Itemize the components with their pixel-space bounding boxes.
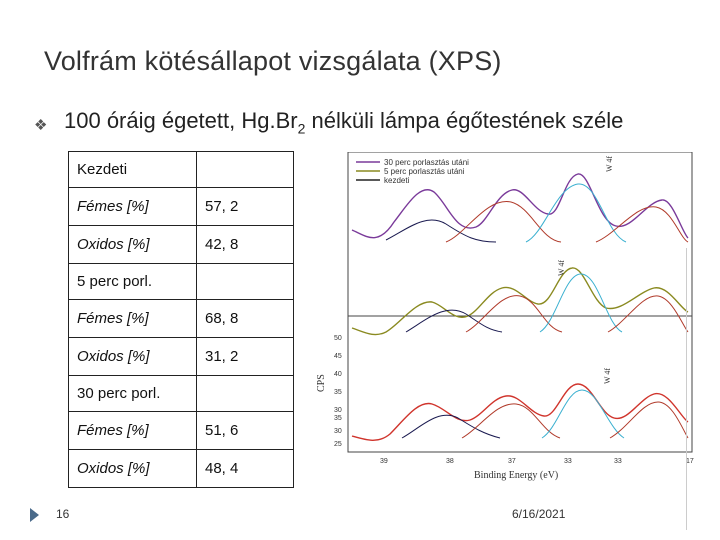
spectrum-middle: W 4f xyxy=(351,260,689,336)
fit-component-mid-1 xyxy=(405,309,503,333)
legend: 30 perc porlasztás utáni 5 perc porlaszt… xyxy=(356,158,469,185)
row-label: Oxidos [%] xyxy=(68,449,197,488)
section-header-row: Kezdeti xyxy=(68,151,294,188)
bullet-icon: ❖ xyxy=(34,117,48,134)
fit-component-top-4 xyxy=(595,206,689,243)
bullet-text-prefix: 100 óráig égetett, Hg.Br xyxy=(64,108,298,133)
y-tick-label: 35 xyxy=(334,389,342,396)
page-number: 16 xyxy=(56,507,70,521)
y-axis-label: CPS xyxy=(316,374,327,392)
y-tick-label: 50 xyxy=(334,335,342,342)
section-heading-blank xyxy=(196,151,294,188)
fit-component-mid-3 xyxy=(539,273,623,333)
peak-label-top: W 4f xyxy=(605,156,614,172)
peak-label-middle: W 4f xyxy=(557,260,566,276)
row-label: Fémes [%] xyxy=(68,299,197,338)
peak-label-bottom: W 4f xyxy=(603,368,612,384)
right-edge-rule xyxy=(686,248,687,530)
section-heading: 5 perc porl. xyxy=(68,263,197,300)
y-tick-label: 30 xyxy=(334,407,342,414)
slide-date: 6/16/2021 xyxy=(512,507,566,521)
x-tick-labels: 39 38 37 33 33 17 xyxy=(380,458,694,465)
fit-component-bot-3 xyxy=(541,389,625,439)
y-tick-labels-middle: 50 45 40 35 30 xyxy=(334,335,342,414)
y-tick-label: 25 xyxy=(334,441,342,448)
bullet-text-subscript: 2 xyxy=(297,120,306,137)
row-value: 57, 2 xyxy=(196,187,294,226)
legend-label-initial: kezdeti xyxy=(384,176,410,185)
x-axis-label: Binding Energy (eV) xyxy=(474,470,558,481)
x-tick-label: 39 xyxy=(380,458,388,465)
table-row: Fémes [%] 57, 2 xyxy=(68,187,294,226)
y-tick-label: 40 xyxy=(334,371,342,378)
row-value: 51, 6 xyxy=(196,411,294,450)
section-heading: Kezdeti xyxy=(68,151,197,188)
row-value: 68, 8 xyxy=(196,299,294,338)
row-label: Fémes [%] xyxy=(68,411,197,450)
x-tick-label: 17 xyxy=(686,458,694,465)
spectrum-bottom: W 4f xyxy=(351,368,689,441)
row-value: 42, 8 xyxy=(196,225,294,264)
footer-arrow-icon xyxy=(30,508,39,522)
fit-component-top-2 xyxy=(445,201,562,243)
bullet-text: 100 óráig égetett, Hg.Br2 nélküli lámpa … xyxy=(64,108,623,136)
bullet-text-suffix: nélküli lámpa égőtestének széle xyxy=(305,108,624,133)
fit-component-mid-2 xyxy=(465,295,563,333)
fit-component-mid-4 xyxy=(607,295,689,333)
x-tick-label: 33 xyxy=(614,458,622,465)
fit-component-bot-4 xyxy=(609,401,689,439)
row-value: 31, 2 xyxy=(196,337,294,376)
slide-title: Volfrám kötésállapot vizsgálata (XPS) xyxy=(44,46,502,76)
section-header-row: 5 perc porl. xyxy=(68,263,294,300)
section-heading-blank xyxy=(196,375,294,412)
table-row: Oxidos [%] 48, 4 xyxy=(68,449,294,488)
xps-spectrum-figure: 30 perc porlasztás utáni 5 perc porlaszt… xyxy=(316,152,694,481)
fit-component-top-1 xyxy=(385,219,497,243)
x-tick-label: 38 xyxy=(446,458,454,465)
data-trace-middle xyxy=(351,267,689,336)
row-label: Fémes [%] xyxy=(68,187,197,226)
table-row: Fémes [%] 51, 6 xyxy=(68,411,294,450)
data-trace-bottom xyxy=(351,383,689,441)
section-header-row: 30 perc porl. xyxy=(68,375,294,412)
table-row: Oxidos [%] 42, 8 xyxy=(68,225,294,264)
fit-component-top-3 xyxy=(525,183,627,243)
y-tick-label: 45 xyxy=(334,353,342,360)
table-row: Fémes [%] 68, 8 xyxy=(68,299,294,338)
lower-panel-frame xyxy=(347,315,693,453)
row-value: 48, 4 xyxy=(196,449,294,488)
x-tick-label: 37 xyxy=(508,458,516,465)
spectrum-top: W 4f xyxy=(351,156,689,243)
y-tick-label: 35 xyxy=(334,415,342,422)
row-label: Oxidos [%] xyxy=(68,225,197,264)
x-tick-label: 33 xyxy=(564,458,572,465)
data-trace-top xyxy=(351,173,689,239)
section-heading: 30 perc porl. xyxy=(68,375,197,412)
fit-component-bot-2 xyxy=(461,403,561,439)
composition-table: Kezdeti Fémes [%] 57, 2 Oxidos [%] 42, 8… xyxy=(68,151,294,488)
y-tick-labels-bottom: 35 30 25 xyxy=(334,415,342,448)
legend-label-5: 5 perc porlasztás utáni xyxy=(384,167,465,176)
row-label: Oxidos [%] xyxy=(68,337,197,376)
y-tick-label: 30 xyxy=(334,428,342,435)
fit-component-bot-1 xyxy=(401,414,501,439)
table-row: Oxidos [%] 31, 2 xyxy=(68,337,294,376)
bullet-point: ❖ 100 óráig égetett, Hg.Br2 nélküli lámp… xyxy=(34,108,720,144)
legend-label-30: 30 perc porlasztás utáni xyxy=(384,158,469,167)
section-heading-blank xyxy=(196,263,294,300)
